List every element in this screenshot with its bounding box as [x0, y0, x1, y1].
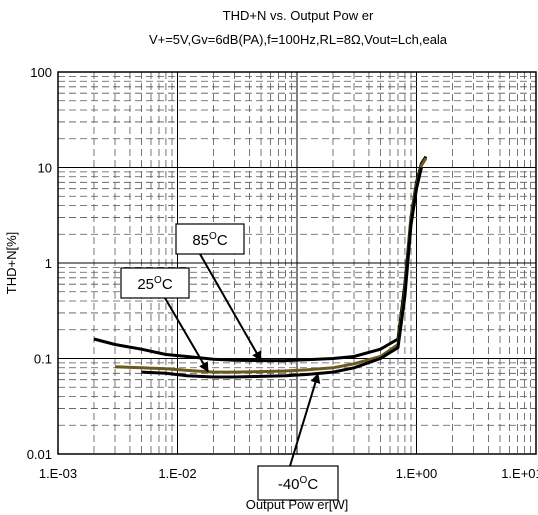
y-tick-label: 10 — [38, 161, 52, 176]
y-tick-label: 0.1 — [34, 352, 52, 367]
chart-title: THD+N vs. Output Pow er — [223, 8, 374, 23]
x-tick-label: 1.E-03 — [39, 466, 77, 481]
tick-labels: 1.E-031.E-021.E-011.E+001.E+010.010.1110… — [27, 65, 538, 481]
callout-box — [257, 465, 339, 501]
temperature-callouts: 85OC 25OC -40OC — [120, 223, 339, 501]
callout-box — [175, 223, 245, 255]
callout-arrow — [199, 253, 262, 362]
y-tick-label: 1 — [45, 256, 52, 271]
plot-frame — [57, 71, 537, 455]
data-series — [93, 155, 428, 379]
x-axis-label: Output Pow er[W] — [246, 497, 349, 512]
callout-arrow — [289, 372, 321, 467]
callout-label: 85OC — [192, 231, 227, 249]
chart-subtitle: V+=5V,Gv=6dB(PA),f=100Hz,RL=8Ω,Vout=Lch,… — [149, 32, 448, 47]
y-tick-label: 0.01 — [27, 447, 52, 462]
callout-arrow — [164, 297, 209, 373]
y-tick-label: 100 — [30, 65, 52, 80]
plot-grid — [58, 72, 536, 454]
x-tick-label: 1.E+00 — [396, 466, 438, 481]
x-tick-label: 1.E-02 — [158, 466, 196, 481]
y-axis-label: THD+N[%] — [4, 232, 19, 294]
callout-label: 25OC — [137, 275, 172, 293]
callout-box — [120, 267, 190, 299]
x-tick-label: 1.E+01 — [501, 466, 538, 481]
callout-label: -40OC — [278, 475, 318, 493]
